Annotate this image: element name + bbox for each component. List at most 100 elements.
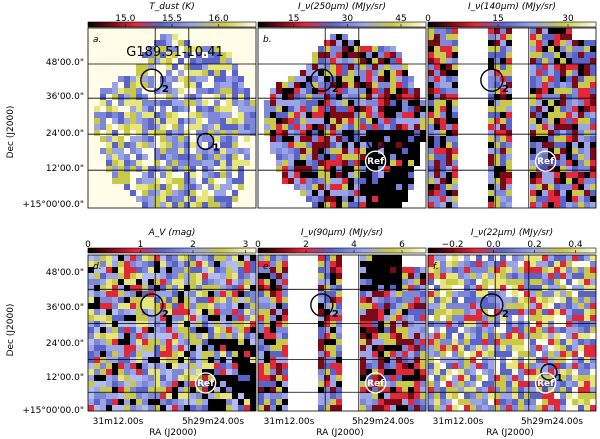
map-pixel [226, 130, 232, 136]
colorbar-tick-label: 0 [255, 240, 261, 250]
map-pixel [142, 76, 148, 82]
map-pixel [166, 178, 172, 184]
map-pixel [220, 148, 226, 154]
map-pixel [106, 106, 112, 112]
map-pixel [172, 393, 178, 399]
map-pixel [396, 118, 402, 124]
map-pixel [554, 28, 560, 34]
map-pixel [360, 118, 366, 124]
map-pixel [208, 261, 214, 267]
map-pixel [420, 309, 426, 315]
map-pixel [250, 112, 256, 118]
map-pixel [408, 76, 414, 82]
map-pixel [470, 291, 476, 297]
map-pixel [452, 202, 458, 208]
map-pixel [172, 106, 178, 112]
map-pixel [366, 351, 372, 357]
map-pixel [244, 327, 250, 333]
map-pixel [226, 279, 232, 285]
map-pixel [548, 381, 554, 387]
map-pixel [172, 369, 178, 375]
map-pixel [306, 142, 312, 148]
map-pixel [202, 100, 208, 106]
map-pixel [396, 339, 402, 345]
map-pixel [428, 405, 434, 411]
map-pixel [452, 100, 458, 106]
clump-circle [540, 363, 558, 381]
map-pixel [530, 178, 536, 184]
map-pixel [408, 327, 414, 333]
map-pixel [88, 351, 94, 357]
map-pixel [578, 381, 584, 387]
map-pixel [590, 381, 596, 387]
map-pixel [270, 297, 276, 303]
map-pixel [530, 387, 536, 393]
map-pixel [428, 393, 434, 399]
map-pixel [434, 285, 440, 291]
map-pixel [330, 118, 336, 124]
map-pixel [434, 303, 440, 309]
map-pixel [530, 64, 536, 70]
map-pixel [428, 369, 434, 375]
map-pixel [584, 273, 590, 279]
map-pixel [124, 112, 130, 118]
map-pixel [396, 375, 402, 381]
map-pixel [148, 261, 154, 267]
map-pixel [232, 100, 238, 106]
map-pixel [428, 363, 434, 369]
map-pixel [270, 130, 276, 136]
map-pixel [470, 303, 476, 309]
map-pixel [482, 375, 488, 381]
map-pixel [428, 178, 434, 184]
map-pixel [566, 94, 572, 100]
map-pixel [282, 255, 288, 261]
map-pixel [360, 94, 366, 100]
map-pixel [238, 357, 244, 363]
map-pixel [106, 261, 112, 267]
map-pixel [136, 82, 142, 88]
map-pixel [542, 112, 548, 118]
map-pixel [282, 100, 288, 106]
map-pixel [572, 94, 578, 100]
map-pixel [366, 405, 372, 411]
map-pixel [384, 118, 390, 124]
map-pixel [336, 381, 342, 387]
map-pixel [184, 190, 190, 196]
clump-label: 2 [502, 84, 509, 95]
map-pixel [288, 148, 294, 154]
map-pixel [312, 82, 318, 88]
map-pixel [124, 82, 130, 88]
map-pixel [208, 309, 214, 315]
map-pixel [440, 297, 446, 303]
map-pixel [384, 381, 390, 387]
map-pixel [584, 196, 590, 202]
map-pixel [578, 345, 584, 351]
map-pixel [434, 118, 440, 124]
map-pixel [482, 363, 488, 369]
map-pixel [166, 345, 172, 351]
map-pixel [196, 190, 202, 196]
map-pixel [396, 261, 402, 267]
map-pixel [428, 351, 434, 357]
colorbar-tick-label: 16.0 [209, 14, 229, 24]
map-pixel [500, 154, 506, 160]
map-pixel [238, 399, 244, 405]
map-pixel [390, 279, 396, 285]
map-pixel [566, 339, 572, 345]
map-pixel [282, 136, 288, 142]
map-pixel [342, 196, 348, 202]
map-pixel [214, 297, 220, 303]
map-pixel [578, 363, 584, 369]
map-pixel [244, 112, 250, 118]
map-pixel [524, 255, 530, 261]
map-pixel [446, 303, 452, 309]
map-pixel [238, 166, 244, 172]
map-pixel [172, 285, 178, 291]
map-pixel [232, 345, 238, 351]
map-pixel [112, 118, 118, 124]
map-pixel [312, 142, 318, 148]
map-pixel [378, 261, 384, 267]
map-pixel [420, 357, 426, 363]
map-pixel [282, 154, 288, 160]
